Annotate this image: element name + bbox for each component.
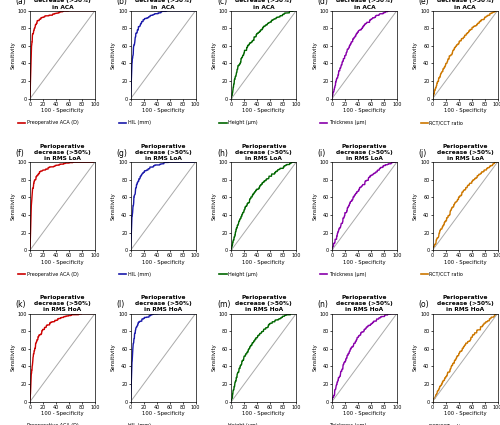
Text: (o): (o): [418, 300, 429, 309]
Legend: Height (μm): Height (μm): [220, 272, 258, 277]
X-axis label: 100 - Specificity: 100 - Specificity: [142, 108, 184, 113]
Title: Perioperative
decrease (>50%)
in ACA: Perioperative decrease (>50%) in ACA: [336, 0, 393, 9]
Legend: HIL (mm): HIL (mm): [119, 423, 150, 425]
Text: (e): (e): [418, 0, 429, 6]
Title: Perioperative
decrease (>50%)
in RMS LoA: Perioperative decrease (>50%) in RMS LoA: [236, 144, 292, 161]
Text: (k): (k): [16, 300, 26, 309]
Title: Perioperative
decrease (>50%)
in ACA: Perioperative decrease (>50%) in ACA: [236, 0, 292, 9]
Y-axis label: Sensitivity: Sensitivity: [212, 344, 216, 371]
X-axis label: 100 - Specificity: 100 - Specificity: [41, 108, 84, 113]
Title: Perioperative
decrease (>50%)
in ACA: Perioperative decrease (>50%) in ACA: [34, 0, 91, 9]
Y-axis label: Sensitivity: Sensitivity: [111, 344, 116, 371]
Title: Perioperative
decrease (>50%)
in RMS HoA: Perioperative decrease (>50%) in RMS HoA: [34, 295, 91, 312]
X-axis label: 100 - Specificity: 100 - Specificity: [444, 108, 486, 113]
Y-axis label: Sensitivity: Sensitivity: [413, 344, 418, 371]
X-axis label: 100 - Specificity: 100 - Specificity: [444, 411, 486, 416]
Legend: Height (μm): Height (μm): [220, 423, 258, 425]
Legend: Preoperative ACA (D): Preoperative ACA (D): [18, 121, 78, 125]
X-axis label: 100 - Specificity: 100 - Specificity: [41, 411, 84, 416]
X-axis label: 100 - Specificity: 100 - Specificity: [142, 411, 184, 416]
Legend: RCT/CCT ratio: RCT/CCT ratio: [420, 272, 464, 277]
Text: (b): (b): [116, 0, 127, 6]
Legend: Thickness (μm): Thickness (μm): [320, 121, 366, 125]
X-axis label: 100 - Specificity: 100 - Specificity: [444, 260, 486, 265]
X-axis label: 100 - Specificity: 100 - Specificity: [242, 260, 285, 265]
X-axis label: 100 - Specificity: 100 - Specificity: [242, 411, 285, 416]
Y-axis label: Sensitivity: Sensitivity: [111, 41, 116, 68]
Text: (n): (n): [318, 300, 328, 309]
Text: (g): (g): [116, 149, 127, 158]
Text: (d): (d): [318, 0, 328, 6]
X-axis label: 100 - Specificity: 100 - Specificity: [41, 260, 84, 265]
Text: (i): (i): [318, 149, 326, 158]
Text: (j): (j): [418, 149, 426, 158]
Title: Perioperative
decrease (>50%)
in RMS HoA: Perioperative decrease (>50%) in RMS HoA: [134, 295, 192, 312]
Title: Perioperative
decrease (>50%)
in RMS HoA: Perioperative decrease (>50%) in RMS HoA: [336, 295, 393, 312]
Legend: Thickness (μm): Thickness (μm): [320, 272, 366, 277]
Text: (f): (f): [16, 149, 24, 158]
Title: Perioperative
decrease (>50%)
in ACA: Perioperative decrease (>50%) in ACA: [436, 0, 494, 9]
Y-axis label: Sensitivity: Sensitivity: [312, 192, 318, 220]
Legend: HIL (mm): HIL (mm): [119, 121, 150, 125]
X-axis label: 100 - Specificity: 100 - Specificity: [142, 260, 184, 265]
Y-axis label: Sensitivity: Sensitivity: [312, 344, 318, 371]
Y-axis label: Sensitivity: Sensitivity: [10, 41, 16, 68]
Y-axis label: Sensitivity: Sensitivity: [212, 192, 216, 220]
Y-axis label: Sensitivity: Sensitivity: [413, 192, 418, 220]
Title: Perioperative
decrease (>50%)
in RMS LoA: Perioperative decrease (>50%) in RMS LoA: [436, 144, 494, 161]
Y-axis label: Sensitivity: Sensitivity: [212, 41, 216, 68]
X-axis label: 100 - Specificity: 100 - Specificity: [343, 260, 386, 265]
Legend: RCT/CCT ratio: RCT/CCT ratio: [420, 423, 464, 425]
Y-axis label: Sensitivity: Sensitivity: [10, 192, 16, 220]
Title: Perioperative
decrease (>50%)
in RMS LoA: Perioperative decrease (>50%) in RMS LoA: [134, 144, 192, 161]
Legend: Preoperative ACA (D): Preoperative ACA (D): [18, 272, 78, 277]
Legend: Height (μm): Height (μm): [220, 121, 258, 125]
Text: (c): (c): [217, 0, 227, 6]
Title: Perioperative
decrease (>50%)
in  ACA: Perioperative decrease (>50%) in ACA: [134, 0, 192, 9]
X-axis label: 100 - Specificity: 100 - Specificity: [343, 411, 386, 416]
Text: (m): (m): [217, 300, 230, 309]
Title: Perioperative
decrease (>50%)
in RMS HoA: Perioperative decrease (>50%) in RMS HoA: [436, 295, 494, 312]
Text: (a): (a): [16, 0, 26, 6]
Y-axis label: Sensitivity: Sensitivity: [413, 41, 418, 68]
Y-axis label: Sensitivity: Sensitivity: [111, 192, 116, 220]
X-axis label: 100 - Specificity: 100 - Specificity: [242, 108, 285, 113]
Title: Perioperative
decrease (>50%)
in RMS HoA: Perioperative decrease (>50%) in RMS HoA: [236, 295, 292, 312]
Y-axis label: Sensitivity: Sensitivity: [312, 41, 318, 68]
Legend: Preoperative ACA (D): Preoperative ACA (D): [18, 423, 78, 425]
Title: Perioperative
decrease (>50%)
in RMS LoA: Perioperative decrease (>50%) in RMS LoA: [34, 144, 91, 161]
Title: Perioperative
decrease (>50%)
in RMS LoA: Perioperative decrease (>50%) in RMS LoA: [336, 144, 393, 161]
Text: (h): (h): [217, 149, 228, 158]
Y-axis label: Sensitivity: Sensitivity: [10, 344, 16, 371]
Legend: Thickness (μm): Thickness (μm): [320, 423, 366, 425]
X-axis label: 100 - Specificity: 100 - Specificity: [343, 108, 386, 113]
Text: (l): (l): [116, 300, 124, 309]
Legend: HIL (mm): HIL (mm): [119, 272, 150, 277]
Legend: RCT/CCT ratio: RCT/CCT ratio: [420, 121, 464, 125]
